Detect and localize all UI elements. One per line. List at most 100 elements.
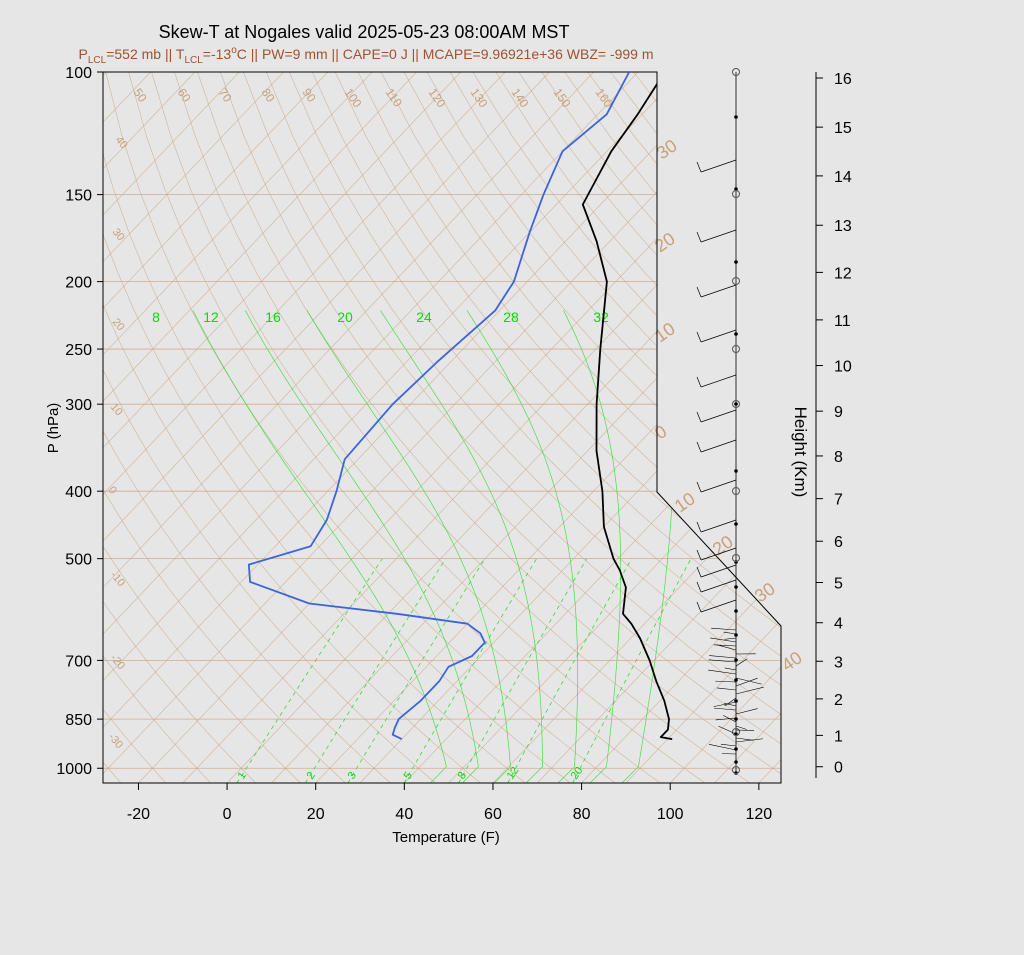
dry-adiabat-line <box>840 72 1024 783</box>
dry-adiabat-line <box>473 72 1024 783</box>
x-tick-label: 120 <box>745 806 772 823</box>
dewpoint-profile <box>249 72 629 739</box>
adiabat-label-right: 0 <box>651 421 671 443</box>
wind-barb-column <box>697 69 764 775</box>
wind-level-dot <box>734 402 738 406</box>
height-tick-label: 15 <box>834 120 852 137</box>
isotherm-line <box>0 72 18 783</box>
wind-barb <box>736 687 764 694</box>
adiabat-label-left: 20 <box>110 316 127 333</box>
isotherm-line <box>0 72 239 783</box>
height-tick-label: 12 <box>834 265 852 282</box>
wind-barb <box>709 656 736 658</box>
chart-title: Skew-T at Nogales valid 2025-05-23 08:00… <box>159 22 570 42</box>
adiabat-label-right: 30 <box>751 578 779 606</box>
isotherm-label: 140 <box>509 86 532 111</box>
x-tick-label: -20 <box>127 806 150 823</box>
dry-adiabat-line <box>794 72 1024 783</box>
moist-adiabat-label: 12 <box>203 309 219 325</box>
y-tick-label: 300 <box>65 397 92 414</box>
y-tick-label: 700 <box>65 653 92 670</box>
dry-adiabat-line <box>266 72 929 783</box>
wind-barb <box>697 285 736 297</box>
isotherm-line <box>360 72 1024 783</box>
wind-barb <box>714 708 736 710</box>
height-tick-label: 8 <box>834 449 843 466</box>
moist-adiabat-line <box>245 310 478 783</box>
wind-barb <box>697 520 736 532</box>
wind-level-dot <box>734 469 738 473</box>
dry-adiabat-line <box>0 72 211 783</box>
sounding-profiles <box>249 72 672 739</box>
wind-barb <box>725 638 736 639</box>
moist-adiabat-line <box>307 310 510 783</box>
dry-adiabat-grid <box>0 72 1024 783</box>
isotherm-label: 110 <box>383 86 406 110</box>
mixing-ratio-label: 5 <box>402 770 415 782</box>
height-tick-label: 3 <box>834 654 843 671</box>
mixing-ratio-label: 20 <box>569 765 586 782</box>
height-tick-label: 4 <box>834 616 843 633</box>
isotherm-label: 80 <box>259 86 278 105</box>
wind-barb <box>721 744 736 746</box>
mixing-ratio-label: 2 <box>305 770 318 782</box>
height-axis: 012345678910111213141516 <box>816 71 852 778</box>
wind-level-dot <box>734 260 738 264</box>
wind-barb <box>697 230 736 242</box>
adiabat-label-left: 0 <box>106 484 119 496</box>
isotherm-line <box>0 72 594 783</box>
t-lcl-value: -13 <box>211 46 231 62</box>
wind-barb <box>697 330 736 342</box>
y-tick-label: 400 <box>65 484 92 501</box>
mixing-ratio-label: 3 <box>346 770 359 782</box>
adiabat-label-left: -10 <box>108 569 127 589</box>
mixing-ratio-line <box>508 559 632 783</box>
isotherm-label: 60 <box>175 86 194 105</box>
dry-adiabat-line <box>0 72 166 783</box>
dry-adiabat-line <box>129 72 661 783</box>
x-tick-label: 60 <box>484 806 502 823</box>
mixing-ratio-label: 12 <box>505 765 522 782</box>
pressure-axis: 1001502002503004005007008501000 <box>56 65 103 778</box>
isotherm-line <box>0 72 505 783</box>
dry-adiabat-line <box>611 72 1024 783</box>
mixing-ratio-line <box>573 559 691 783</box>
wind-level-dot <box>734 747 738 751</box>
isotherm-line <box>50 72 727 783</box>
wind-barb <box>736 709 758 714</box>
wind-level-dot <box>734 585 738 589</box>
adiabat-label-left: -30 <box>106 731 125 751</box>
dry-adiabat-line <box>703 72 1024 783</box>
adiabat-label-right: 10 <box>651 318 679 346</box>
adiabat-label-left: 10 <box>108 401 125 418</box>
dry-adiabat-line <box>152 72 705 783</box>
y-tick-label: 150 <box>65 188 92 205</box>
isotherm-label: 70 <box>216 86 235 105</box>
moist-adiabat-label: 24 <box>416 309 432 325</box>
y-tick-label: 200 <box>65 275 92 292</box>
height-tick-label: 16 <box>834 71 852 88</box>
isotherm-line <box>6 72 683 783</box>
y-tick-label: 1000 <box>56 761 92 778</box>
x-tick-label: 100 <box>657 806 684 823</box>
adiabat-label-left: 40 <box>113 134 130 151</box>
isotherm-grid <box>0 72 1024 783</box>
wind-level-dot <box>734 717 738 721</box>
isotherm-line <box>715 72 1024 783</box>
height-axis-label: Height (Km) <box>791 407 810 498</box>
wind-level-dot <box>734 609 738 613</box>
height-tick-label: 13 <box>834 218 852 235</box>
x-tick-label: 80 <box>573 806 591 823</box>
wind-barb <box>697 440 736 452</box>
mixing-ratio-line <box>348 559 485 783</box>
dry-adiabat-line <box>243 72 884 783</box>
mixing-ratio-line <box>237 559 382 783</box>
x-tick-label: 0 <box>223 806 232 823</box>
adiabat-label-right: 20 <box>709 531 737 559</box>
height-tick-label: 9 <box>834 404 843 421</box>
moist-adiabat-line <box>564 310 621 783</box>
dry-adiabat-line <box>198 72 795 783</box>
height-tick-label: 10 <box>834 359 852 376</box>
y-axis-label: P (hPa) <box>45 403 62 454</box>
wind-barb <box>697 160 736 172</box>
